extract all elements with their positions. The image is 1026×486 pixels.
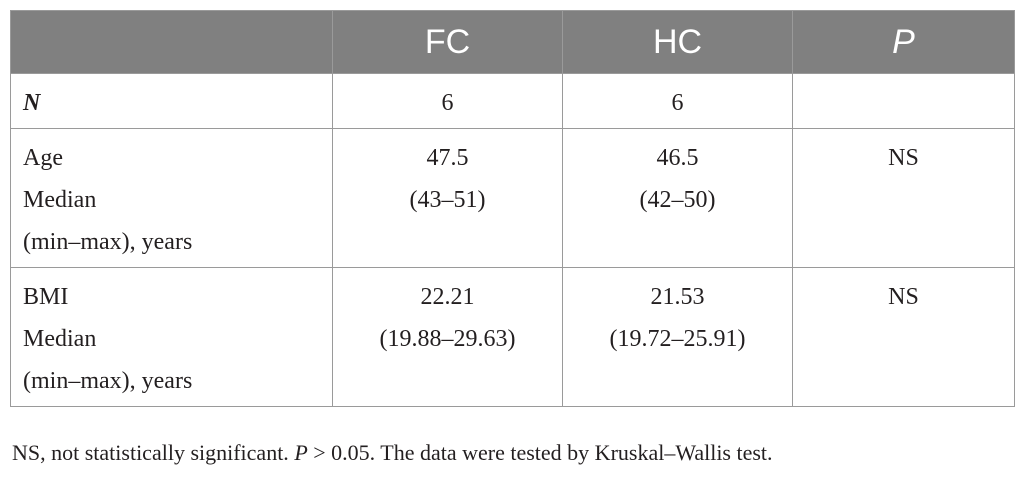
row-label-line: (min–max), years — [23, 368, 193, 394]
fc-value: 22.21 (19.88–29.63) — [332, 267, 563, 407]
fc-value: 47.5 (43–51) — [332, 128, 563, 268]
row-label: N — [10, 73, 333, 129]
fc-value-line: (43–51) — [409, 187, 486, 213]
p-value: NS — [792, 128, 1015, 268]
fc-value-line: 6 — [441, 90, 454, 116]
hc-value-line: 46.5 — [656, 145, 699, 171]
hc-value-line: (19.72–25.91) — [609, 326, 746, 352]
data-table: FC HC P N 6 6 Age Median (min–max), year… — [10, 10, 1015, 407]
hc-value: 6 — [562, 73, 793, 129]
row-label-line: (min–max), years — [23, 229, 193, 255]
hc-value-line: (42–50) — [639, 187, 716, 213]
header-hc: HC — [562, 10, 793, 74]
row-label-line: Age — [23, 145, 63, 171]
header-fc: FC — [332, 10, 563, 74]
table-row-n: N 6 6 — [10, 73, 1015, 129]
fc-value-line: 22.21 — [420, 284, 475, 310]
table-row-bmi: BMI Median (min–max), years 22.21 (19.88… — [10, 267, 1015, 407]
fc-value: 6 — [332, 73, 563, 129]
row-label: Age Median (min–max), years — [10, 128, 333, 268]
row-label: BMI Median (min–max), years — [10, 267, 333, 407]
table-footnote: NS, not statistically significant. P > 0… — [12, 440, 773, 466]
table-row-age: Age Median (min–max), years 47.5 (43–51)… — [10, 128, 1015, 268]
p-value: NS — [792, 267, 1015, 407]
row-label-line: BMI — [23, 284, 69, 310]
footnote-text: NS, not statistically significant. — [12, 440, 295, 465]
row-label-line: Median — [23, 187, 97, 213]
hc-value-line: 6 — [671, 90, 684, 116]
row-label-line: Median — [23, 326, 97, 352]
table-header-row: FC HC P — [10, 10, 1015, 74]
hc-value: 21.53 (19.72–25.91) — [562, 267, 793, 407]
header-p: P — [792, 10, 1015, 74]
fc-value-line: 47.5 — [426, 145, 469, 171]
hc-value: 46.5 (42–50) — [562, 128, 793, 268]
footnote-text-2: > 0.05. The data were tested by Kruskal–… — [307, 440, 773, 465]
fc-value-line: (19.88–29.63) — [379, 326, 516, 352]
header-blank-cell — [10, 10, 333, 74]
p-value — [792, 73, 1015, 129]
footnote-p-symbol: P — [294, 440, 308, 465]
hc-value-line: 21.53 — [650, 284, 705, 310]
row-label-line: N — [23, 90, 41, 116]
